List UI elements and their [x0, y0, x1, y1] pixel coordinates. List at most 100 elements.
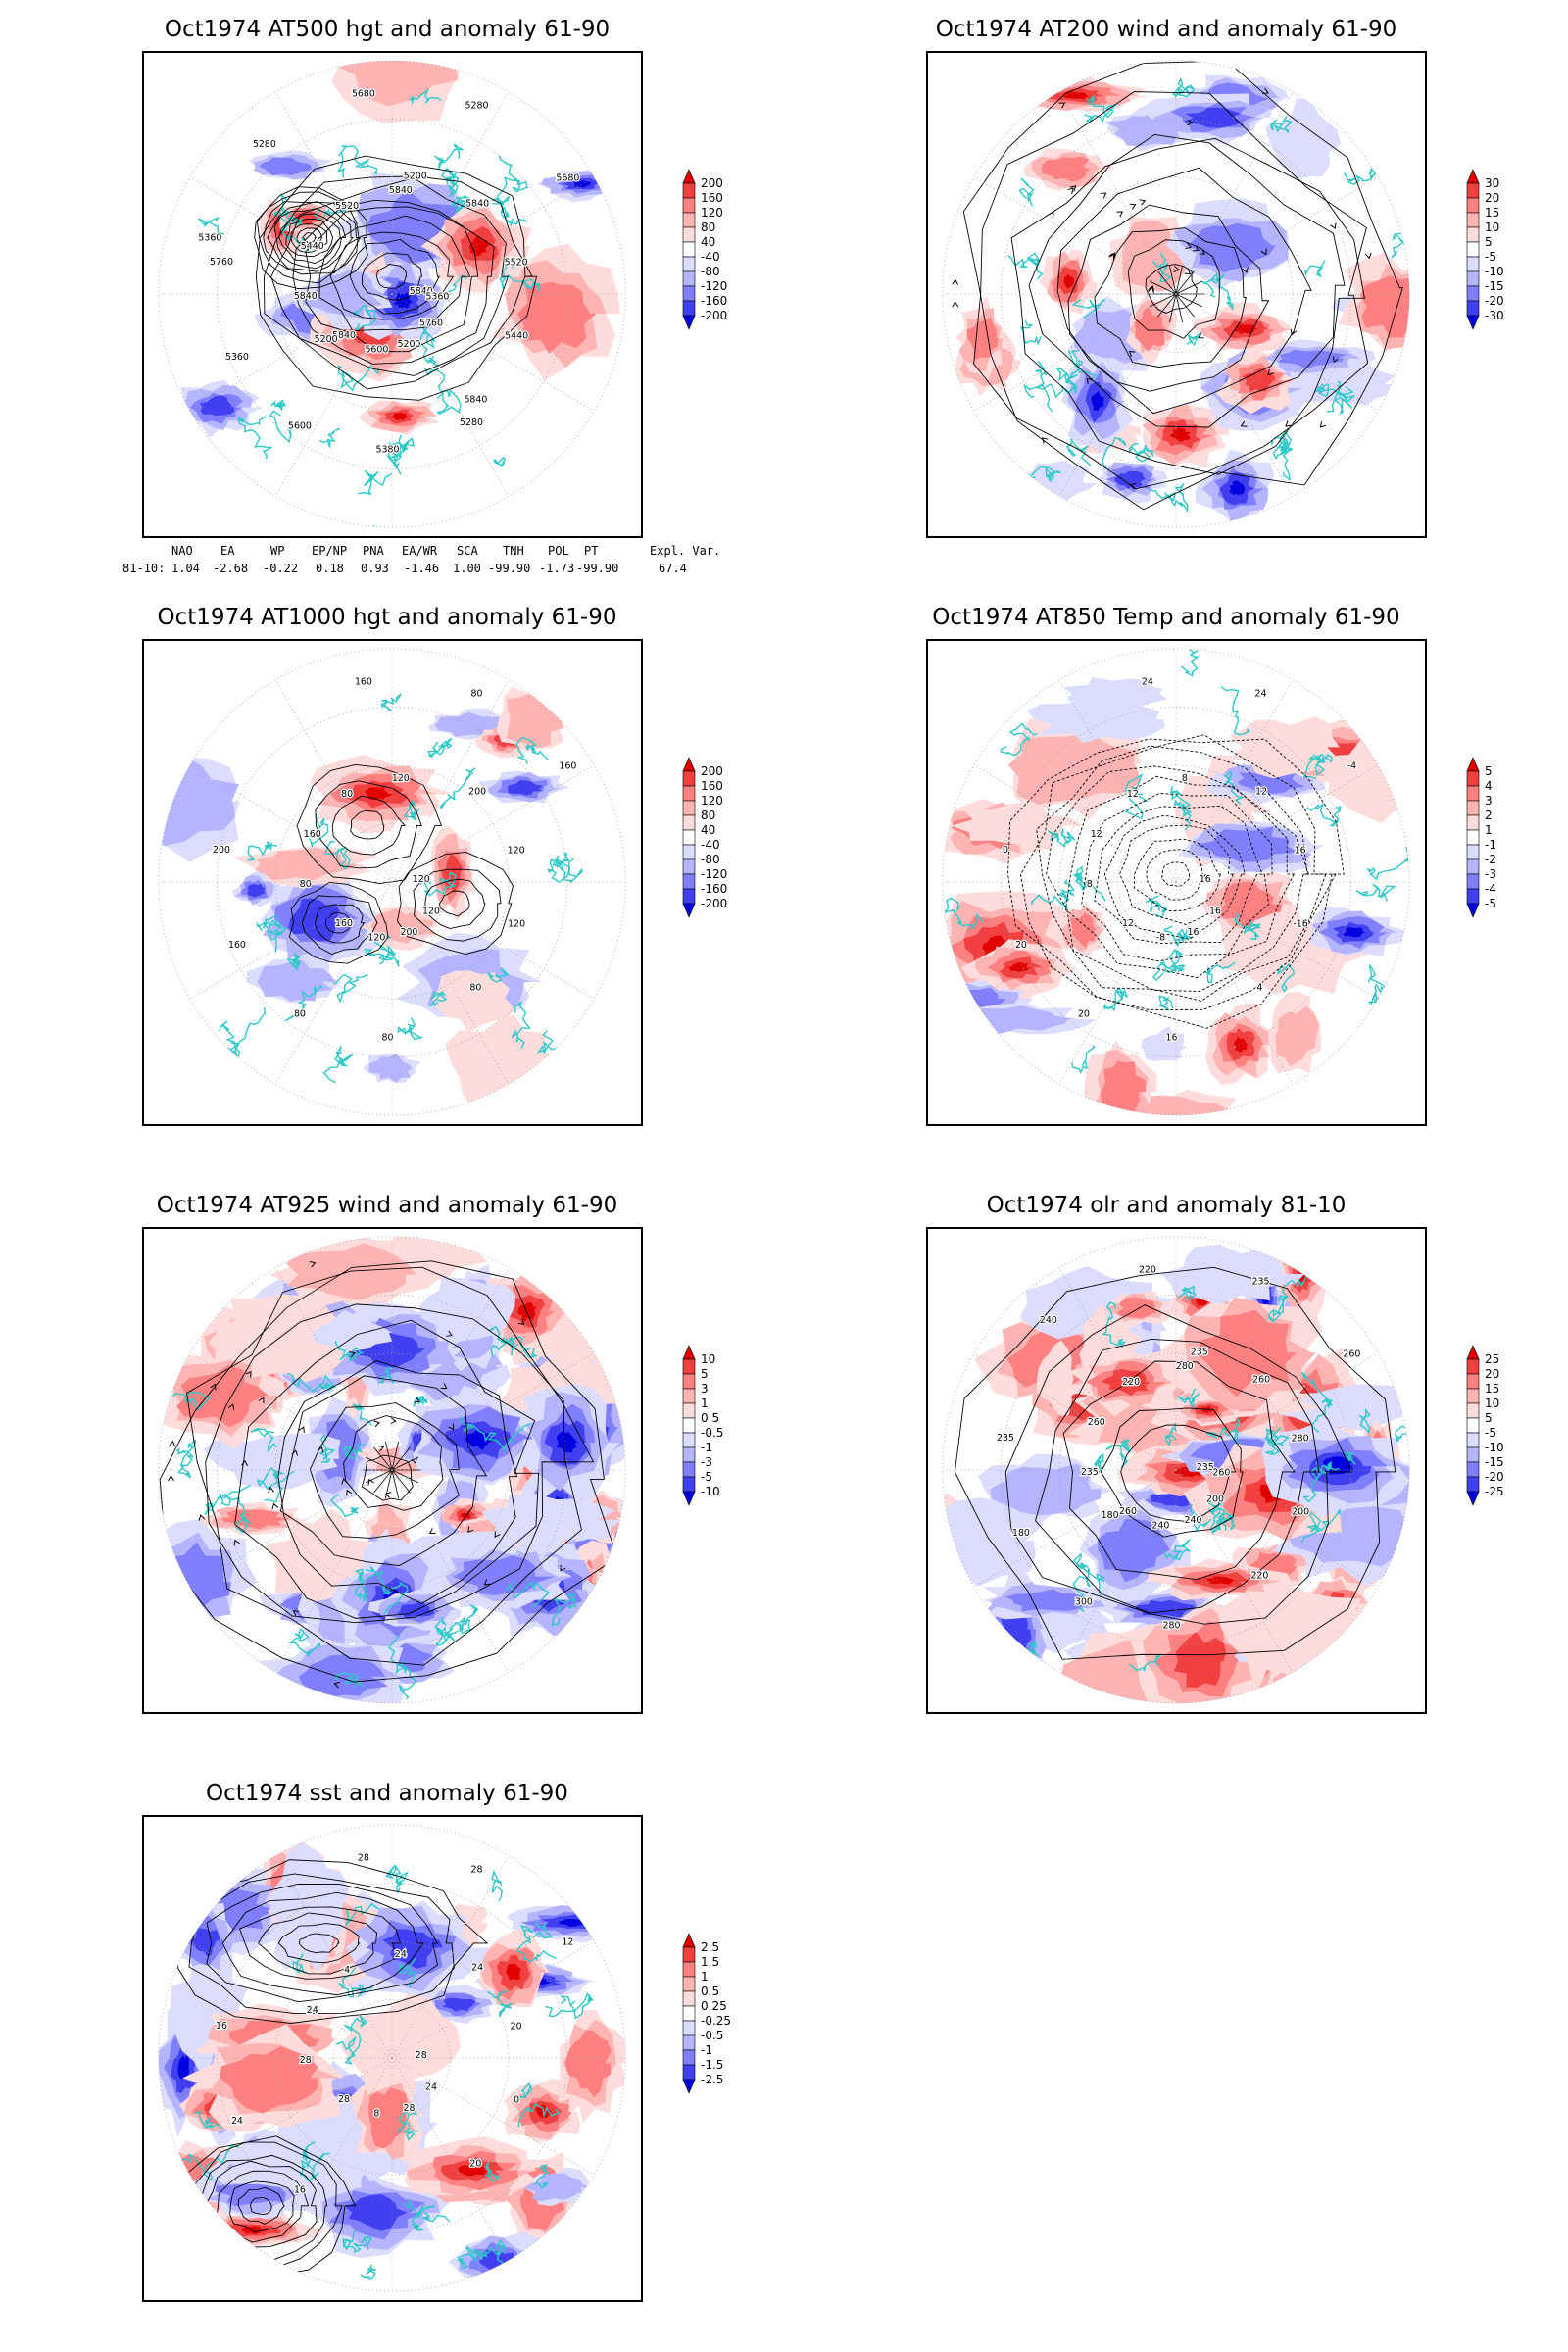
panel-title-p3: Oct1974 AT1000 hgt and anomaly 61-90 — [157, 605, 617, 630]
contour-label: 28 — [403, 2103, 415, 2114]
flow-arrow — [517, 1318, 525, 1325]
colorbar-label: -2 — [1485, 853, 1496, 866]
colorbar-label: -1 — [1485, 838, 1496, 852]
contour-label: 120 — [422, 906, 440, 917]
colorbar-label: 160 — [701, 191, 723, 205]
flow-arrow — [390, 1417, 397, 1425]
contour-label: 0 — [1003, 845, 1008, 856]
contour-label: 28 — [471, 1864, 483, 1875]
colorbar-label: 80 — [701, 220, 715, 234]
anomaly-shading — [158, 1830, 626, 2292]
contour-label: 5840 — [464, 395, 487, 406]
contour-label: 80 — [300, 879, 312, 890]
colorbar-label: 10 — [1485, 220, 1499, 234]
colorbar-segment — [682, 800, 696, 816]
colorbar-label: -1.5 — [701, 2058, 723, 2072]
colorbar-label: -80 — [701, 265, 720, 278]
flow-arrow — [1186, 119, 1194, 126]
colorbar-segment — [1466, 1476, 1480, 1493]
colorbar-tip-bottom — [682, 1491, 696, 1506]
flow-arrow — [1332, 356, 1340, 364]
colorbar-tip-bottom — [682, 2079, 696, 2094]
colorbar-segment — [682, 829, 696, 846]
colorbar-label: -10 — [1485, 265, 1504, 278]
contour-label: 260 — [1212, 1467, 1230, 1478]
colorbar-segment — [1466, 888, 1480, 905]
flow-arrow — [1058, 102, 1066, 109]
flow-arrow — [1116, 211, 1124, 218]
colorbar-tip-top — [682, 169, 696, 184]
colorbar-segment — [1466, 1388, 1480, 1404]
colorbar-segment — [682, 241, 696, 258]
colorbar-label: -3 — [1485, 867, 1496, 881]
contour-label: -12 — [1123, 789, 1138, 800]
flow-arrow — [494, 1531, 501, 1538]
panel-title-p1: Oct1974 AT500 hgt and anomaly 61-90 — [164, 17, 611, 42]
contour-label: 4 — [1256, 983, 1262, 994]
flow-arrow — [1285, 420, 1292, 427]
contour-label: 5360 — [425, 291, 449, 302]
flow-arrow — [1129, 203, 1137, 210]
colorbar-tip-bottom — [1466, 1491, 1480, 1506]
index-value-nao: 1.04 — [172, 562, 200, 575]
contour-label: 5200 — [315, 334, 338, 345]
colorbar-label: -10 — [701, 1485, 720, 1498]
flow-arrow — [952, 278, 958, 285]
colorbar-label: 10 — [701, 1352, 715, 1366]
colorbar-segment — [682, 1476, 696, 1493]
map-frame-p1: 5840 5840 5840 5840 5760 5680 5600 5520 5440 5360… — [142, 51, 643, 538]
flow-arrow — [291, 1449, 299, 1456]
colorbar-segment — [1466, 285, 1480, 302]
flow-arrow — [1109, 252, 1116, 259]
colorbar-label: 80 — [701, 808, 715, 822]
contour-label: 24 — [1142, 677, 1153, 688]
colorbar-segment — [682, 785, 696, 802]
contour-label: 24 — [471, 1962, 483, 1973]
colorbar-label: -30 — [1485, 309, 1504, 322]
index-header-eawr: EA/WR — [402, 544, 438, 558]
legend-p2: 30 20 15 10 5 -5 -10 -15 -20 -30 — [1466, 169, 1555, 343]
contour-label: 5840 — [332, 330, 356, 341]
flow-arrow — [1364, 252, 1372, 260]
contour-label: 200 — [468, 786, 486, 797]
colorbar-tip-top — [682, 1345, 696, 1360]
contour-label: 80 — [294, 1009, 306, 1020]
colorbar-segment — [682, 2034, 696, 2051]
colorbar-segment — [1466, 182, 1480, 199]
contour-label: 5360 — [225, 352, 249, 363]
flow-arrow — [1267, 368, 1274, 376]
contour-label: 12 — [562, 1937, 573, 1948]
colorbar-segment — [682, 1990, 696, 2007]
polar-map-p5 — [158, 1236, 626, 1704]
flow-arrow — [341, 1478, 348, 1485]
legend-p1: 200 160 120 80 40 -40 -80 -120 -160 -200 — [682, 169, 771, 343]
contour-label: 20 — [1078, 1009, 1090, 1020]
legend-p7: 2.5 1.5 1 0.5 0.25 -0.25 -0.5 -1 -1.5 -2.5 — [682, 1933, 771, 2107]
map-frame-p2 — [926, 51, 1427, 538]
colorbar-label: 5 — [1485, 764, 1493, 778]
colorbar-label: -4 — [1485, 882, 1496, 896]
flow-arrow — [1319, 421, 1327, 428]
flow-arrow — [1041, 437, 1049, 444]
colorbar-segment — [682, 770, 696, 787]
contour-label: 24 — [1255, 688, 1267, 699]
flow-arrow — [1100, 192, 1107, 199]
flow-arrow — [349, 1350, 356, 1358]
contour-label: 28 — [358, 1853, 369, 1864]
flow-arrow — [1185, 242, 1193, 250]
index-header-explvar: Expl. Var. — [650, 544, 721, 558]
flow-arrow — [346, 1489, 353, 1496]
index-header-nao: NAO — [172, 544, 193, 558]
panel-title-p6: Oct1974 olr and anomaly 81-10 — [986, 1193, 1347, 1218]
contour-label: 5840 — [410, 286, 433, 297]
colorbar-label: -0.25 — [701, 2014, 731, 2028]
colorbar-label: -20 — [1485, 294, 1504, 308]
contour-labels: 5840 5840 5840 5840 5760 5680 5600 5520 5440 5360… — [197, 87, 580, 456]
colorbar-tip-bottom — [1466, 903, 1480, 918]
flow-arrow — [271, 1502, 279, 1510]
panel-title-p7: Oct1974 sst and anomaly 61-90 — [206, 1781, 568, 1806]
index-header-tnh: TNH — [503, 544, 524, 558]
colorbar-label: -160 — [701, 294, 727, 308]
colorbar-segment — [1466, 814, 1480, 831]
contour-label: 260 — [1088, 1417, 1105, 1428]
